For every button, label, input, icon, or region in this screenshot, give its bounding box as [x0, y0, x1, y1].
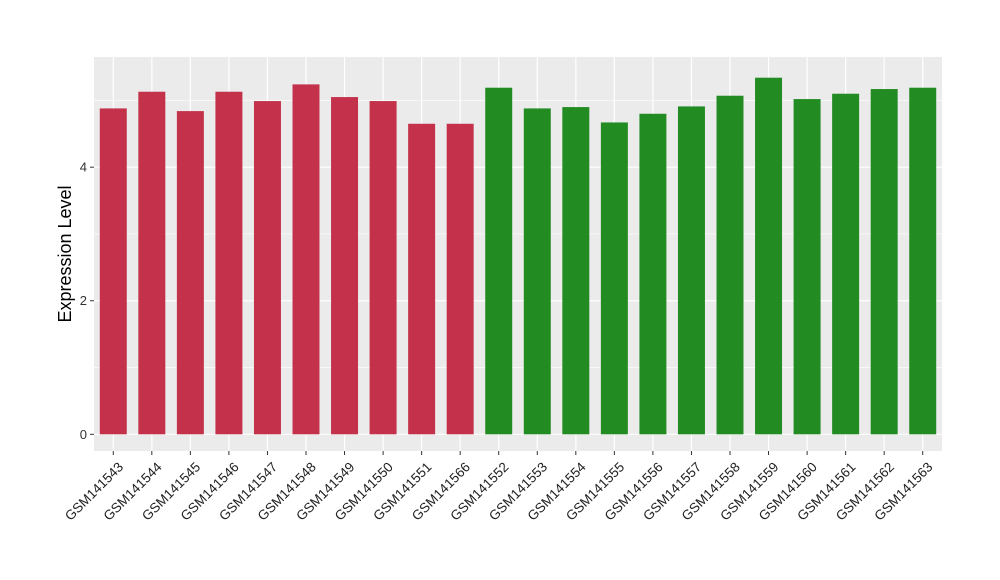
bar-gsm141553 [523, 108, 551, 435]
bar-gsm141560 [793, 99, 821, 435]
bar-gsm141563 [909, 87, 937, 435]
bar-gsm141562 [870, 89, 898, 435]
bar-gsm141558 [716, 95, 744, 435]
bar-gsm141556 [639, 113, 667, 435]
bar-gsm141544 [138, 91, 166, 435]
bar-gsm141561 [832, 93, 860, 435]
y-axis-title: Expression Level [55, 185, 75, 322]
x-axis: GSM141543GSM141544GSM141545GSM141546GSM1… [62, 451, 936, 524]
bar-gsm141551 [408, 123, 436, 435]
bar-gsm141550 [369, 101, 397, 435]
bar-gsm141557 [677, 106, 705, 435]
bar-gsm141552 [485, 87, 513, 435]
bar-gsm141547 [253, 101, 281, 435]
y-tick-label: 2 [80, 293, 87, 308]
y-tick-label: 0 [80, 427, 87, 442]
bar-gsm141559 [755, 77, 783, 435]
bar-gsm141566 [446, 123, 474, 435]
bar-gsm141554 [562, 107, 590, 435]
bar-gsm141549 [331, 97, 359, 435]
bar-gsm141545 [176, 111, 204, 435]
bar-gsm141543 [99, 108, 127, 435]
bar-gsm141546 [215, 91, 243, 435]
bar-gsm141548 [292, 84, 320, 435]
y-axis: 0 2 4 [80, 160, 94, 442]
y-tick-label: 4 [80, 160, 87, 175]
bar-gsm141555 [600, 122, 628, 435]
bars [99, 77, 937, 435]
